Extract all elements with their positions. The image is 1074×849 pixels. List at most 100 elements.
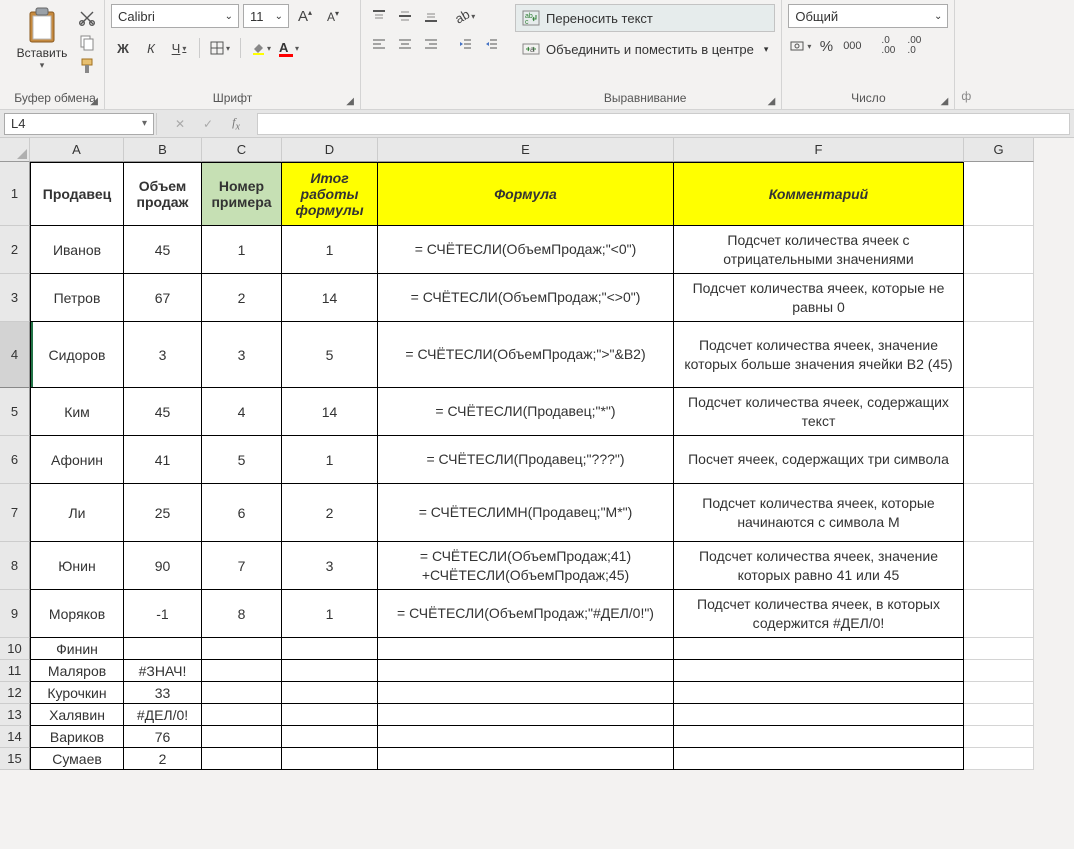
cell[interactable]: Ли [30,484,124,542]
orientation-button[interactable]: ab [453,4,477,28]
cell[interactable]: = СЧЁТЕСЛИ(ОбъемПродаж;">"&B2) [378,322,674,388]
cell[interactable]: Подсчет количества ячеек, которые не рав… [674,274,964,322]
paste-button[interactable]: Вставить ▾ [12,4,72,71]
cell[interactable]: 1 [282,436,378,484]
column-header[interactable]: B [124,138,202,162]
cell[interactable]: 67 [124,274,202,322]
dialog-launcher-icon[interactable]: ◢ [768,96,776,107]
cell[interactable]: 7 [202,542,282,590]
cell[interactable]: Финин [30,638,124,660]
merge-center-button[interactable]: a Объединить и поместить в центре ▾ [515,34,775,64]
cell[interactable]: 25 [124,484,202,542]
fill-color-button[interactable] [249,36,273,60]
cell[interactable] [202,638,282,660]
cell[interactable] [964,226,1034,274]
cell[interactable]: Маляров [30,660,124,682]
cell[interactable]: Подсчет количества ячеек, значение котор… [674,322,964,388]
cell[interactable]: 2 [282,484,378,542]
cell[interactable]: 14 [282,388,378,436]
row-header[interactable]: 10 [0,638,30,660]
cell[interactable]: 3 [282,542,378,590]
cell[interactable]: = СЧЁТЕСЛИ(ОбъемПродаж;"<>0") [378,274,674,322]
cell[interactable] [964,704,1034,726]
select-all-corner[interactable] [0,138,30,162]
underline-button[interactable]: Ч [167,36,191,60]
cell[interactable]: 5 [202,436,282,484]
cell[interactable] [378,638,674,660]
font-color-button[interactable]: А [277,36,301,60]
cell[interactable] [674,704,964,726]
cell[interactable] [964,542,1034,590]
cell[interactable]: 76 [124,726,202,748]
font-size-combo[interactable]: 11 ⌄ [243,4,289,28]
cell[interactable]: Юнин [30,542,124,590]
italic-button[interactable]: К [139,36,163,60]
cell[interactable] [202,704,282,726]
cell[interactable]: 1 [202,226,282,274]
align-center-button[interactable] [393,32,417,56]
cell[interactable] [282,726,378,748]
cell[interactable]: 14 [282,274,378,322]
cell[interactable]: = СЧЁТЕСЛИМН(Продавец;"М*") [378,484,674,542]
cell[interactable]: Афонин [30,436,124,484]
cell[interactable]: Итог работы формулы [282,162,378,226]
number-format-combo[interactable]: Общий ⌄ [788,4,948,28]
cell[interactable]: 2 [124,748,202,770]
format-painter-button[interactable] [76,56,98,76]
cell[interactable]: 3 [124,322,202,388]
align-left-button[interactable] [367,32,391,56]
cell[interactable] [202,748,282,770]
cell[interactable] [378,682,674,704]
cell[interactable] [964,162,1034,226]
row-header[interactable]: 15 [0,748,30,770]
accounting-format-button[interactable] [788,34,812,58]
row-header[interactable]: 3 [0,274,30,322]
cell[interactable] [378,660,674,682]
cell[interactable]: = СЧЁТЕСЛИ(ОбъемПродаж;"<0") [378,226,674,274]
align-top-button[interactable] [367,4,391,28]
dialog-launcher-icon[interactable]: ◢ [346,96,354,107]
cell[interactable] [124,638,202,660]
cell[interactable]: Халявин [30,704,124,726]
borders-button[interactable] [208,36,232,60]
row-header[interactable]: 11 [0,660,30,682]
cell[interactable]: Иванов [30,226,124,274]
cell[interactable]: #ЗНАЧ! [124,660,202,682]
cell[interactable] [378,726,674,748]
align-middle-button[interactable] [393,4,417,28]
name-box[interactable]: L4 ▾ [4,113,154,135]
cell[interactable]: 90 [124,542,202,590]
dialog-launcher-icon[interactable]: ◢ [90,96,98,107]
cell[interactable]: Подсчет количества ячеек с отрицательным… [674,226,964,274]
decrease-font-button[interactable]: A▾ [321,4,345,28]
cell[interactable]: 2 [202,274,282,322]
row-header[interactable]: 2 [0,226,30,274]
cell[interactable] [674,660,964,682]
decrease-decimal-button[interactable]: .00.0 [902,34,926,58]
copy-button[interactable] [76,32,98,52]
column-header[interactable]: D [282,138,378,162]
cell[interactable]: 41 [124,436,202,484]
cell[interactable] [964,274,1034,322]
column-header[interactable]: C [202,138,282,162]
cell[interactable]: -1 [124,590,202,638]
cell[interactable]: 5 [282,322,378,388]
percent-button[interactable]: % [814,34,838,58]
cell[interactable]: Ким [30,388,124,436]
cell[interactable]: Курочкин [30,682,124,704]
cell[interactable]: Петров [30,274,124,322]
cell[interactable] [282,704,378,726]
cell[interactable]: Сидоров [30,322,124,388]
cell[interactable]: 1 [282,590,378,638]
cell[interactable] [964,726,1034,748]
cell[interactable]: = СЧЁТЕСЛИ(ОбъемПродаж;41) +СЧЁТЕСЛИ(Объ… [378,542,674,590]
cell[interactable] [964,388,1034,436]
row-header[interactable]: 1 [0,162,30,226]
cell[interactable]: Комментарий [674,162,964,226]
cell[interactable] [282,660,378,682]
cell[interactable]: 8 [202,590,282,638]
cell[interactable] [964,660,1034,682]
row-header[interactable]: 13 [0,704,30,726]
cell[interactable] [964,590,1034,638]
row-header[interactable]: 6 [0,436,30,484]
